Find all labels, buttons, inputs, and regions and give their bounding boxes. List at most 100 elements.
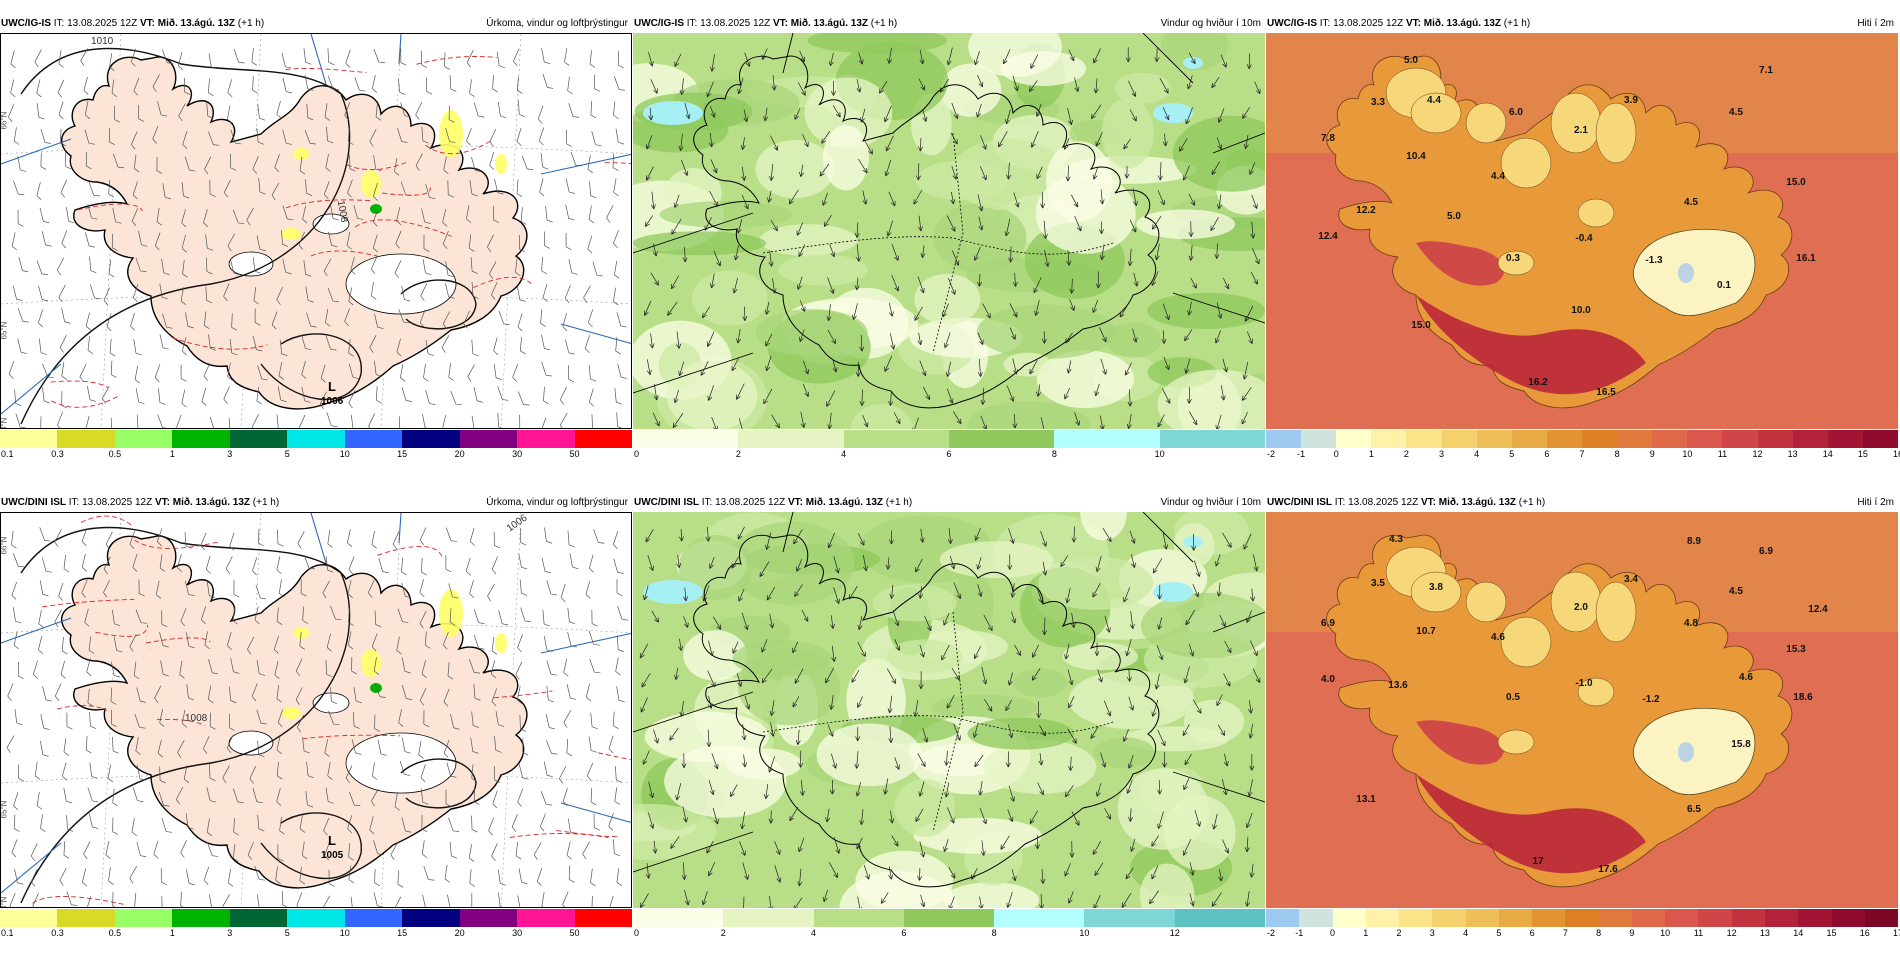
colorbar-swatch bbox=[517, 430, 575, 448]
wind-barb bbox=[161, 896, 163, 907]
wind-barb bbox=[323, 258, 332, 277]
wind-barb bbox=[82, 868, 88, 887]
wind-arrow bbox=[879, 80, 888, 94]
wind-arrow bbox=[1119, 305, 1128, 318]
wind-barb bbox=[256, 894, 260, 907]
wind-arrow bbox=[918, 138, 924, 152]
wind-barb bbox=[9, 892, 16, 907]
wind-barb bbox=[516, 686, 523, 704]
wind-barb bbox=[84, 608, 90, 627]
wind-arrow bbox=[833, 587, 840, 605]
wind-barb bbox=[401, 657, 411, 674]
wind-arrow bbox=[682, 247, 688, 263]
it-label: IT: bbox=[68, 497, 80, 508]
wind-arrow bbox=[1042, 617, 1048, 636]
colorbar-tick-label: 10 bbox=[339, 449, 350, 459]
low-pressure-value: 1006 bbox=[321, 396, 344, 407]
wind-arrow bbox=[761, 668, 773, 684]
wind-arrow bbox=[891, 243, 899, 261]
wind-barb bbox=[396, 207, 402, 225]
gust-area bbox=[1153, 582, 1193, 602]
temperature-label: 16.2 bbox=[1528, 377, 1548, 388]
wind-barb bbox=[131, 208, 139, 226]
wind-arrow bbox=[1095, 132, 1103, 147]
colorbar-swatch bbox=[1757, 430, 1793, 448]
wind-barb bbox=[252, 76, 258, 94]
wind-barb bbox=[592, 261, 603, 277]
it-value: 13.08.2025 12Z bbox=[715, 497, 786, 508]
wind-arrow bbox=[919, 49, 925, 65]
wind-barb bbox=[466, 49, 474, 68]
wind-barb bbox=[513, 48, 520, 67]
precip-colorbar bbox=[0, 909, 632, 927]
wind-barb bbox=[487, 583, 495, 602]
wind-arrow bbox=[829, 779, 835, 795]
wind-barb bbox=[282, 129, 292, 145]
wind-arrow bbox=[1124, 166, 1130, 179]
wind-arrow bbox=[1067, 669, 1074, 686]
wind-arrow bbox=[944, 750, 950, 766]
wind-arrow bbox=[1097, 669, 1103, 683]
wind-barb bbox=[490, 660, 496, 679]
wind-barb bbox=[39, 580, 49, 597]
wind-barb bbox=[563, 658, 569, 677]
temperature-label: 10.7 bbox=[1416, 626, 1436, 637]
wind-barb bbox=[471, 339, 479, 357]
wind-barb bbox=[567, 76, 573, 95]
wind-arrow bbox=[765, 333, 773, 347]
wind-arrow bbox=[888, 530, 894, 545]
wind-barbs bbox=[6, 527, 628, 907]
colorbar-tick-label: 10 bbox=[1079, 928, 1090, 938]
wind-arrow bbox=[679, 78, 685, 95]
wind-barb bbox=[401, 737, 411, 754]
wind-barb bbox=[153, 840, 159, 859]
wind-arrow bbox=[738, 418, 743, 429]
colorbar-swatch bbox=[1266, 909, 1300, 927]
coast-lines bbox=[1, 34, 631, 415]
wind-barb bbox=[232, 788, 244, 804]
wind-arrow bbox=[709, 273, 715, 289]
colorbar-swatch bbox=[813, 909, 904, 927]
wind-barb bbox=[473, 787, 480, 805]
wind-barb bbox=[88, 636, 95, 654]
wind-barb bbox=[110, 417, 112, 428]
temperature-map: 4.3 8.9 6.9 3.5 3.8 3.4 4.5 2.0 12.4 6.9 10.7 4.6 4.… bbox=[1266, 512, 1898, 908]
wind-arrow bbox=[1099, 221, 1104, 235]
wind-arrow bbox=[1245, 891, 1251, 907]
wind-barb bbox=[401, 285, 411, 302]
wind-arrow bbox=[1069, 299, 1075, 311]
wind-barb bbox=[516, 179, 523, 198]
wind-barb bbox=[328, 710, 340, 726]
wind-arrow bbox=[799, 50, 806, 63]
colorbar-swatch bbox=[1598, 909, 1632, 927]
wind-arrow bbox=[797, 868, 803, 887]
wind-barb bbox=[298, 414, 306, 428]
wind-arrow bbox=[943, 612, 950, 626]
panel-header: UWC/IG-IS IT: 13.08.2025 12Z VT: Mið. 13… bbox=[1266, 15, 1898, 33]
wind-arrow bbox=[1069, 278, 1075, 294]
wind-arrow bbox=[1185, 107, 1193, 125]
gust-area bbox=[1153, 103, 1193, 123]
wind-barb bbox=[397, 870, 404, 888]
wind-arrow bbox=[819, 163, 830, 177]
wind-barb bbox=[135, 737, 141, 755]
wind-arrow bbox=[1250, 588, 1256, 602]
wind-barb bbox=[247, 841, 254, 860]
wind-arrow bbox=[1099, 327, 1107, 343]
wind-barb bbox=[497, 102, 507, 119]
latitude-label: 65°N bbox=[0, 800, 9, 819]
colorbar-swatch bbox=[0, 909, 58, 927]
wind-arrow bbox=[737, 526, 745, 540]
wind-barb bbox=[570, 151, 582, 167]
wind-barb bbox=[493, 363, 502, 381]
wind-arrow bbox=[799, 300, 806, 312]
isobar bbox=[20, 47, 351, 425]
temperature-label: 7.8 bbox=[1321, 133, 1335, 144]
wind-arrow bbox=[679, 701, 685, 717]
wind-arrow bbox=[648, 107, 654, 121]
wind-barb bbox=[614, 388, 622, 405]
wind-arrow bbox=[888, 390, 894, 406]
temperature-label: 0.5 bbox=[1506, 692, 1520, 703]
wind-barb bbox=[208, 131, 220, 146]
wind-speed-patch bbox=[918, 743, 1004, 777]
